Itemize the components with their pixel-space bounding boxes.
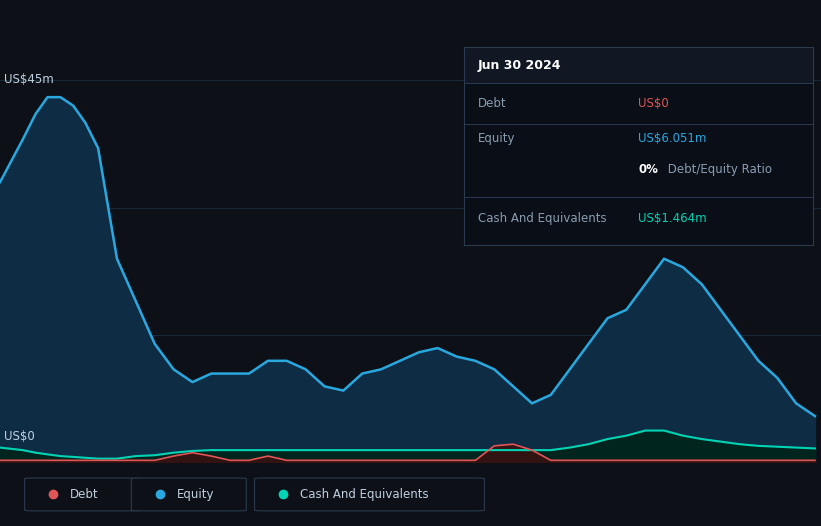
Bar bbox=[464, 47, 813, 83]
Text: Jun 30 2024: Jun 30 2024 bbox=[478, 58, 562, 72]
Text: Cash And Equivalents: Cash And Equivalents bbox=[300, 488, 429, 501]
Text: Cash And Equivalents: Cash And Equivalents bbox=[478, 213, 607, 226]
FancyBboxPatch shape bbox=[25, 478, 140, 511]
Text: Equity: Equity bbox=[478, 132, 516, 145]
Text: Debt: Debt bbox=[70, 488, 99, 501]
Text: US$0: US$0 bbox=[639, 97, 669, 110]
Text: US$45m: US$45m bbox=[4, 73, 54, 86]
FancyBboxPatch shape bbox=[131, 478, 246, 511]
Text: Equity: Equity bbox=[177, 488, 214, 501]
Text: US$1.464m: US$1.464m bbox=[639, 213, 707, 226]
Text: Debt: Debt bbox=[478, 97, 507, 110]
Text: US$6.051m: US$6.051m bbox=[639, 132, 707, 145]
FancyBboxPatch shape bbox=[255, 478, 484, 511]
Text: US$0: US$0 bbox=[4, 430, 34, 443]
Text: 0%: 0% bbox=[639, 163, 658, 176]
Text: Debt/Equity Ratio: Debt/Equity Ratio bbox=[664, 163, 773, 176]
